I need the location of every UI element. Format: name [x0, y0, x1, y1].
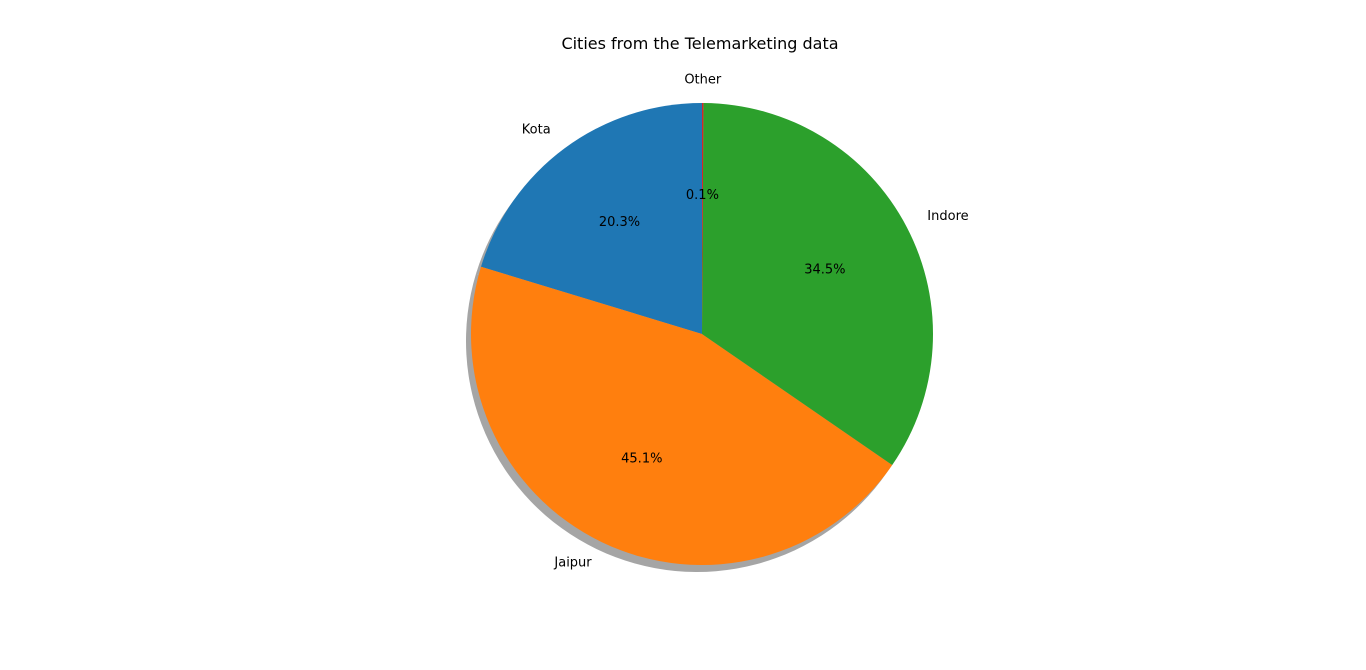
slice-percent-jaipur: 45.1% [621, 451, 662, 466]
pie-slice-other [702, 103, 704, 334]
slice-label-kota: Kota [522, 122, 551, 137]
slice-label-other: Other [684, 72, 722, 87]
slice-percent-other: 0.1% [686, 188, 719, 203]
chart-title: Cities from the Telemarketing data [561, 34, 839, 53]
pie-slice-jaipur [470, 266, 893, 565]
slice-label-indore: Indore [927, 209, 968, 224]
pie-slice-kota [480, 103, 702, 334]
pie-slice-indore [702, 103, 933, 466]
slice-label-jaipur: Jaipur [553, 555, 592, 570]
slice-percent-kota: 20.3% [599, 215, 640, 230]
slice-percent-indore: 34.5% [804, 262, 845, 277]
